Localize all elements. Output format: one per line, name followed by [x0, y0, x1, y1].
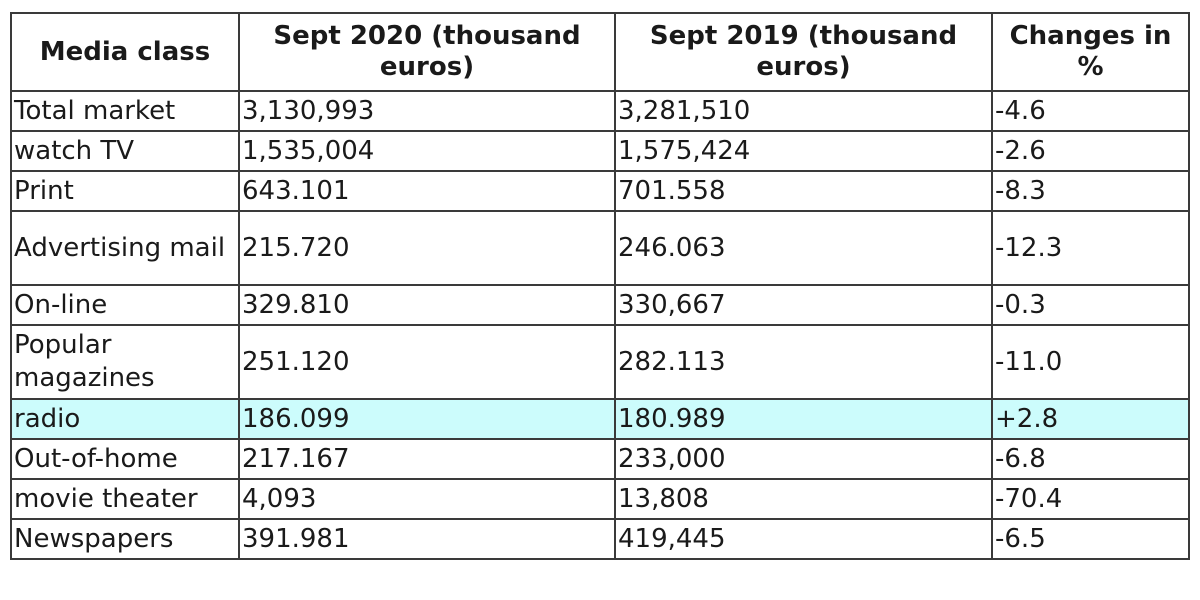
table-row: On-line 329.810 330,667 -0.3: [10, 284, 1190, 326]
cell-change: +2.8: [991, 398, 1190, 440]
cell-change: -11.0: [991, 324, 1190, 400]
cell-sept-2020: 391.981: [238, 518, 616, 560]
cell-change: -70.4: [991, 478, 1190, 520]
cell-sept-2020: 643.101: [238, 170, 616, 212]
cell-sept-2020: 217.167: [238, 438, 616, 480]
table-row: Advertising mail 215.720 246.063 -12.3: [10, 210, 1190, 286]
cell-media-class: Total market: [10, 90, 240, 132]
cell-media-class: Out-of-home: [10, 438, 240, 480]
cell-sept-2019: 419,445: [614, 518, 993, 560]
cell-change: -8.3: [991, 170, 1190, 212]
header-media-class: Media class: [10, 12, 240, 92]
cell-sept-2020: 215.720: [238, 210, 616, 286]
cell-sept-2020: 186.099: [238, 398, 616, 440]
cell-change: -0.3: [991, 284, 1190, 326]
cell-media-class: On-line: [10, 284, 240, 326]
cell-sept-2019: 282.113: [614, 324, 993, 400]
table-row: Popular magazines 251.120 282.113 -11.0: [10, 324, 1190, 400]
cell-media-class: radio: [10, 398, 240, 440]
cell-media-class: Popular magazines: [10, 324, 240, 400]
cell-change: -2.6: [991, 130, 1190, 172]
header-sept-2019: Sept 2019 (thousand euros): [614, 12, 993, 92]
header-sept-2020: Sept 2020 (thousand euros): [238, 12, 616, 92]
table-header-row: Media class Sept 2020 (thousand euros) S…: [10, 12, 1190, 92]
cell-change: -6.5: [991, 518, 1190, 560]
cell-media-class: Newspapers: [10, 518, 240, 560]
cell-sept-2019: 233,000: [614, 438, 993, 480]
table-row: Newspapers 391.981 419,445 -6.5: [10, 518, 1190, 560]
cell-sept-2020: 1,535,004: [238, 130, 616, 172]
cell-sept-2020: 3,130,993: [238, 90, 616, 132]
cell-sept-2019: 13,808: [614, 478, 993, 520]
cell-sept-2019: 3,281,510: [614, 90, 993, 132]
table-row: Print 643.101 701.558 -8.3: [10, 170, 1190, 212]
cell-sept-2020: 251.120: [238, 324, 616, 400]
header-changes-percent: Changes in %: [991, 12, 1190, 92]
table-row: watch TV 1,535,004 1,575,424 -2.6: [10, 130, 1190, 172]
cell-sept-2019: 246.063: [614, 210, 993, 286]
cell-media-class: Print: [10, 170, 240, 212]
cell-sept-2020: 329.810: [238, 284, 616, 326]
cell-change: -6.8: [991, 438, 1190, 480]
cell-media-class: watch TV: [10, 130, 240, 172]
cell-sept-2019: 1,575,424: [614, 130, 993, 172]
table-row: movie theater 4,093 13,808 -70.4: [10, 478, 1190, 520]
table-row: Total market 3,130,993 3,281,510 -4.6: [10, 90, 1190, 132]
cell-change: -4.6: [991, 90, 1190, 132]
media-spending-table: Media class Sept 2020 (thousand euros) S…: [10, 12, 1190, 560]
cell-change: -12.3: [991, 210, 1190, 286]
media-spending-table-container: Media class Sept 2020 (thousand euros) S…: [10, 12, 1190, 560]
cell-sept-2020: 4,093: [238, 478, 616, 520]
cell-sept-2019: 701.558: [614, 170, 993, 212]
cell-media-class: Advertising mail: [10, 210, 240, 286]
cell-sept-2019: 330,667: [614, 284, 993, 326]
cell-sept-2019: 180.989: [614, 398, 993, 440]
table-row: Out-of-home 217.167 233,000 -6.8: [10, 438, 1190, 480]
cell-media-class: movie theater: [10, 478, 240, 520]
table-row-highlighted: radio 186.099 180.989 +2.8: [10, 398, 1190, 440]
